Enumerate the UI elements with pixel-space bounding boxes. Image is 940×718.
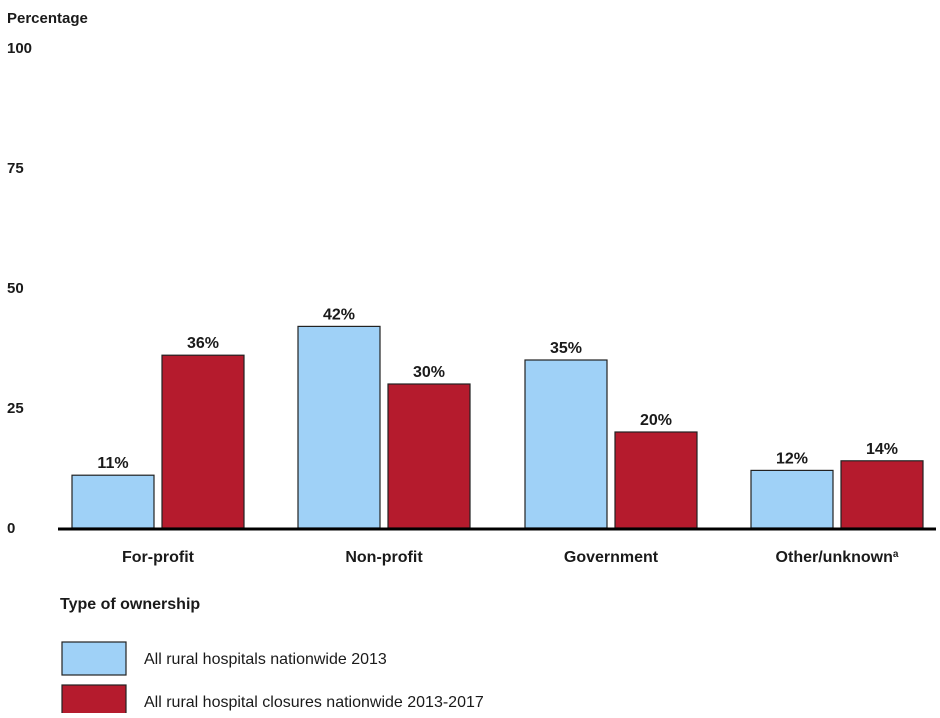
- data-label-government-series-1: 35%: [550, 340, 582, 357]
- category-label-other-unknown: Other/unknowna: [776, 549, 899, 567]
- y-tick-label-0: 0: [7, 520, 15, 537]
- y-tick-label-50: 50: [7, 280, 24, 297]
- bar-government-series-1: [524, 359, 608, 529]
- data-label-other-unknown-series-1: 12%: [776, 450, 808, 467]
- data-label-non-profit-series-2: 30%: [413, 364, 445, 381]
- bar-for-profit-series-2: [161, 354, 245, 529]
- legend-label-series-1: All rural hospitals nationwide 2013: [144, 651, 387, 668]
- bar-other-unknown-series-1: [750, 469, 834, 529]
- y-tick-label-25: 25: [7, 400, 24, 417]
- data-label-for-profit-series-2: 36%: [187, 335, 219, 352]
- data-label-non-profit-series-1: 42%: [323, 306, 355, 323]
- data-label-other-unknown-series-2: 14%: [866, 441, 898, 458]
- legend-label-series-2: All rural hospital closures nationwide 2…: [144, 694, 484, 711]
- category-label-government: Government: [564, 549, 659, 566]
- legend-swatch-series-1: [61, 641, 127, 676]
- y-axis-label: Percentage: [7, 10, 88, 27]
- data-label-government-series-2: 20%: [640, 412, 672, 429]
- data-labels: 11% 36% 42% 30% 35% 20% 12% 14%: [97, 306, 898, 472]
- category-label-for-profit: For-profit: [122, 549, 195, 566]
- bar-for-profit-series-1: [71, 474, 155, 529]
- category-labels: For-profit Non-profit Government Other/unkn…: [122, 549, 899, 567]
- y-tick-label-100: 100: [7, 40, 32, 57]
- bar-government-series-2: [614, 431, 698, 529]
- category-label-non-profit: Non-profit: [345, 549, 423, 566]
- bar-non-profit-series-1: [297, 325, 381, 529]
- legend: All rural hospitals nationwide 2013 All r…: [61, 641, 484, 718]
- y-tick-labels: 0 25 50 75 100: [7, 40, 32, 537]
- bar-non-profit-series-2: [387, 383, 471, 529]
- bar-other-unknown-series-2: [840, 460, 924, 529]
- legend-swatch-series-2: [61, 684, 127, 718]
- bars: [71, 325, 924, 529]
- data-label-for-profit-series-1: 11%: [97, 455, 128, 472]
- y-tick-label-75: 75: [7, 160, 24, 177]
- x-axis-label: Type of ownership: [60, 596, 200, 613]
- footnote-mark: a: [893, 549, 899, 560]
